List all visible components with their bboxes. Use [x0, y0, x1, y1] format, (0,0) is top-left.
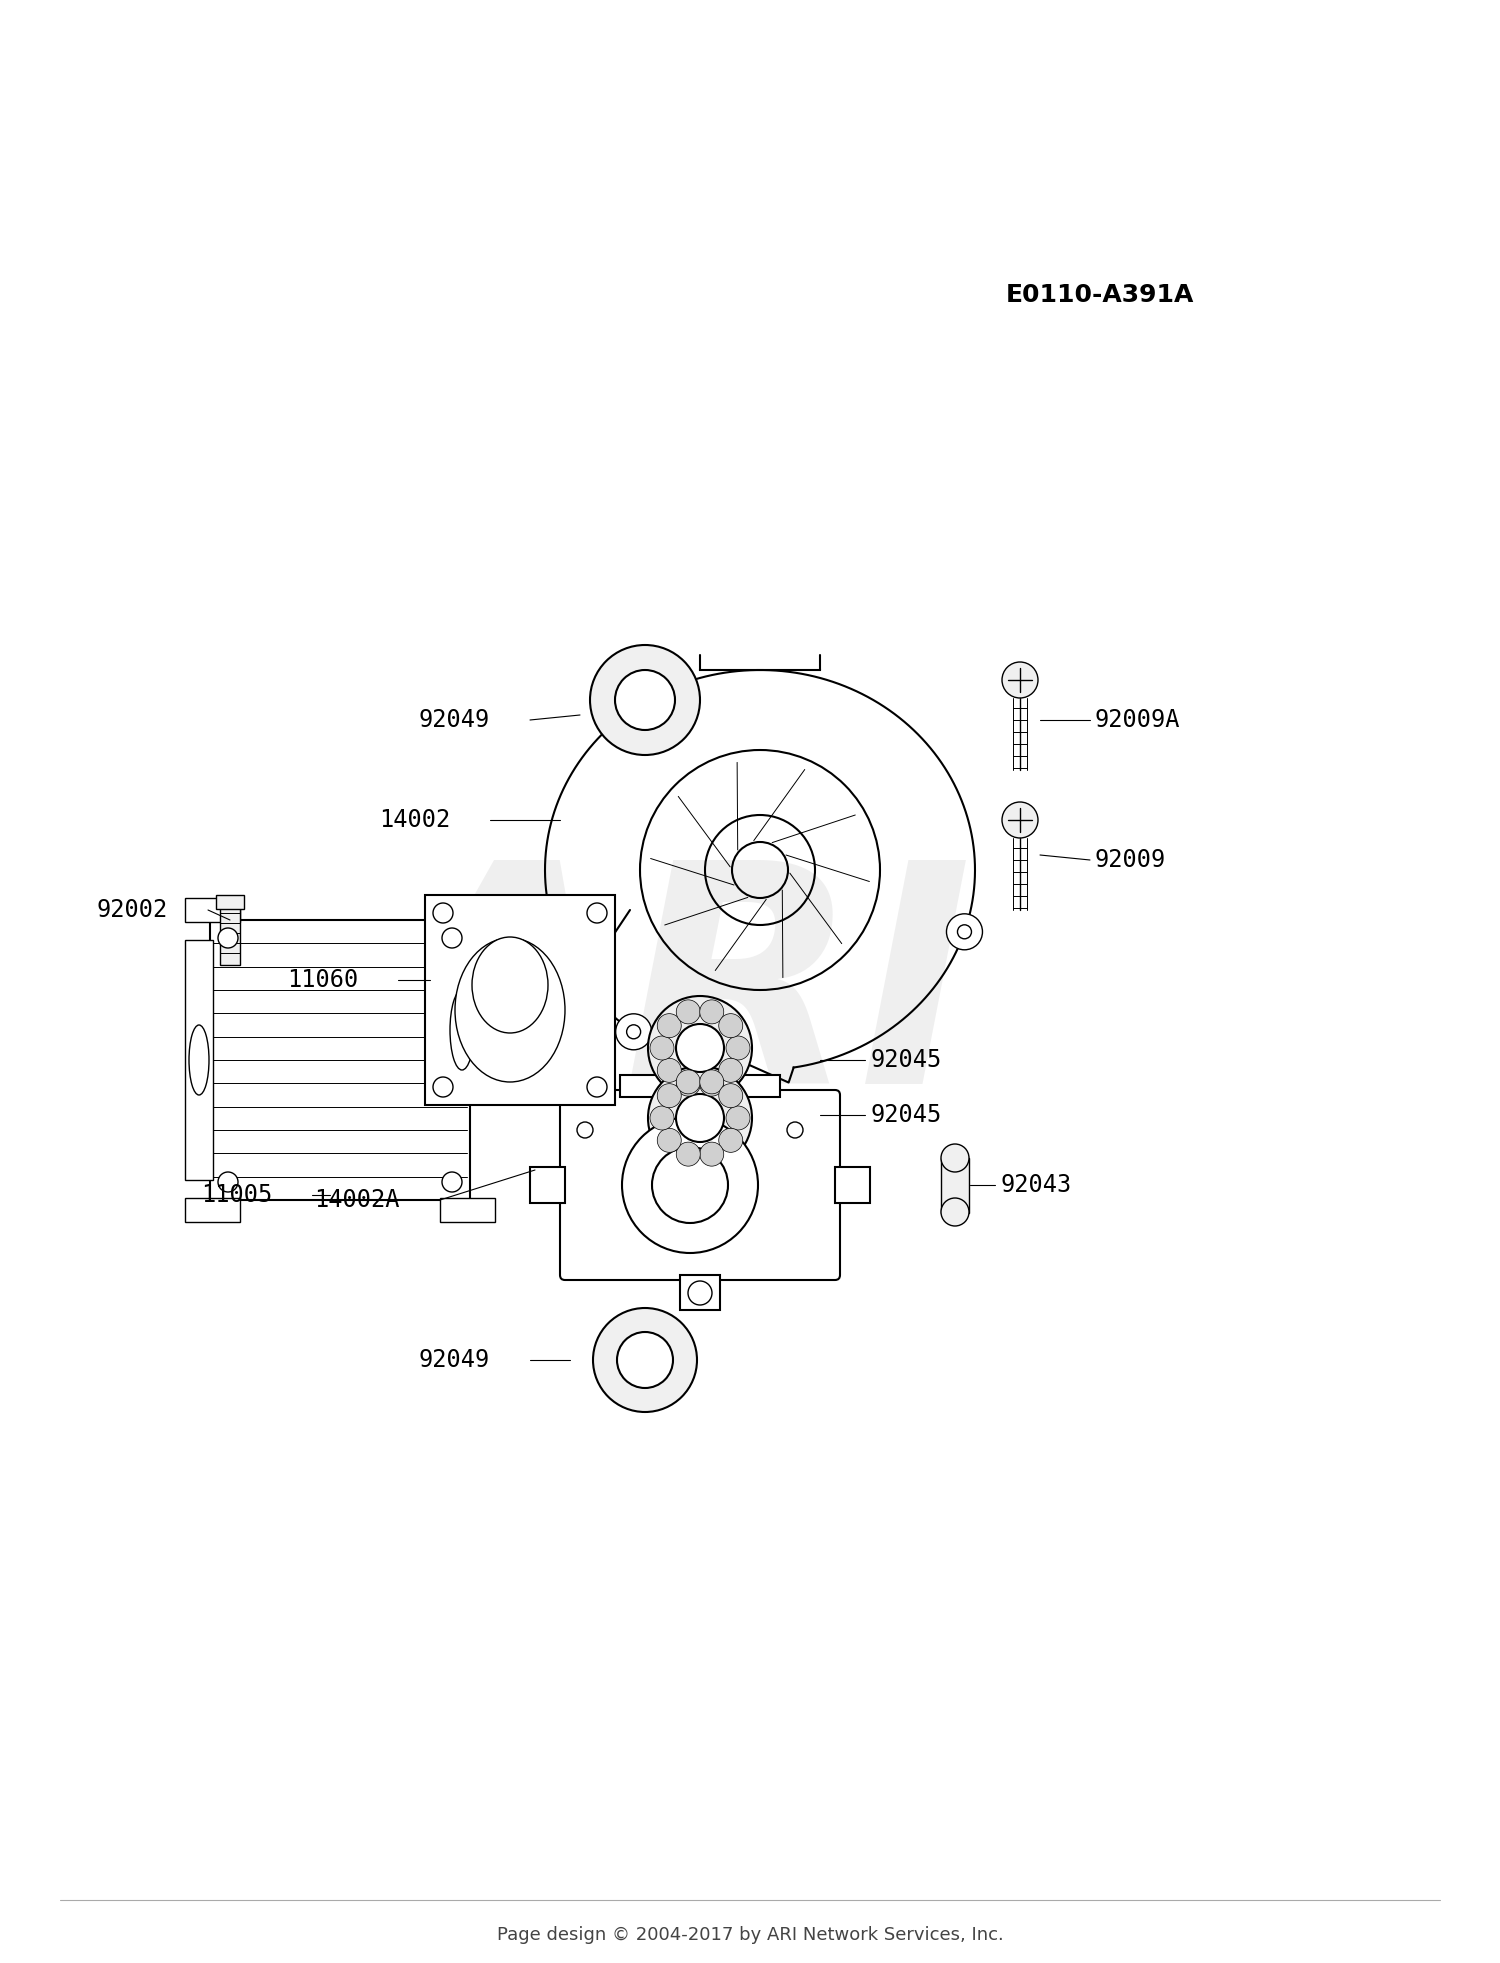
Text: 92049: 92049	[419, 1349, 491, 1372]
Circle shape	[442, 1172, 462, 1192]
Text: 11060: 11060	[286, 968, 358, 991]
Ellipse shape	[450, 989, 474, 1070]
Text: ARI: ARI	[387, 852, 972, 1148]
Circle shape	[657, 1129, 681, 1152]
Bar	[620, 1076, 780, 1097]
Circle shape	[718, 1013, 742, 1038]
Ellipse shape	[454, 938, 566, 1082]
Circle shape	[433, 1078, 453, 1097]
Bar	[424, 895, 615, 1105]
Circle shape	[592, 1307, 698, 1411]
Circle shape	[940, 1144, 969, 1172]
Bar	[440, 897, 495, 923]
Bar	[530, 1166, 566, 1203]
Circle shape	[676, 1093, 724, 1142]
Circle shape	[676, 1070, 700, 1093]
Text: 92049: 92049	[419, 709, 491, 732]
Circle shape	[217, 1172, 238, 1192]
Text: 92002: 92002	[96, 897, 168, 923]
Circle shape	[433, 903, 453, 923]
Circle shape	[726, 1105, 750, 1131]
Circle shape	[217, 928, 238, 948]
Circle shape	[590, 646, 700, 756]
Circle shape	[657, 1058, 681, 1082]
Circle shape	[615, 691, 651, 726]
Circle shape	[650, 1105, 674, 1131]
Circle shape	[616, 1333, 674, 1388]
Circle shape	[650, 1036, 674, 1060]
Circle shape	[586, 903, 608, 923]
Text: 14002A: 14002A	[315, 1188, 400, 1211]
Bar	[940, 1158, 969, 1213]
Bar	[210, 921, 470, 1199]
Circle shape	[622, 1117, 758, 1252]
Circle shape	[657, 1084, 681, 1107]
Circle shape	[1002, 803, 1038, 838]
Bar	[440, 1197, 495, 1223]
Circle shape	[699, 999, 723, 1025]
Circle shape	[940, 1197, 969, 1227]
Text: 92009: 92009	[1095, 848, 1167, 872]
Bar	[184, 897, 240, 923]
Circle shape	[688, 1282, 712, 1305]
Text: 92009A: 92009A	[1095, 709, 1180, 732]
Bar	[184, 1197, 240, 1223]
Circle shape	[718, 1084, 742, 1107]
Text: 92043: 92043	[1000, 1174, 1071, 1197]
Circle shape	[718, 1129, 742, 1152]
Circle shape	[648, 1066, 752, 1170]
Text: 14002: 14002	[378, 809, 450, 832]
Bar	[216, 895, 244, 909]
Circle shape	[699, 1072, 723, 1095]
Circle shape	[442, 928, 462, 948]
Circle shape	[699, 1142, 723, 1166]
Text: 11005: 11005	[201, 1184, 272, 1207]
Circle shape	[726, 1036, 750, 1060]
Bar	[680, 1276, 720, 1309]
Bar	[836, 1166, 870, 1203]
Circle shape	[615, 1013, 651, 1050]
Circle shape	[676, 1025, 724, 1072]
Circle shape	[676, 1072, 700, 1095]
Text: E0110-A391A: E0110-A391A	[1007, 283, 1194, 306]
Circle shape	[657, 1013, 681, 1038]
Ellipse shape	[472, 936, 548, 1033]
Circle shape	[586, 1078, 608, 1097]
FancyBboxPatch shape	[560, 1089, 840, 1280]
Circle shape	[1002, 662, 1038, 699]
Circle shape	[718, 1058, 742, 1082]
Ellipse shape	[189, 1025, 209, 1095]
Text: Page design © 2004-2017 by ARI Network Services, Inc.: Page design © 2004-2017 by ARI Network S…	[496, 1926, 1004, 1943]
Circle shape	[946, 915, 982, 950]
Circle shape	[676, 1142, 700, 1166]
Circle shape	[699, 1070, 723, 1093]
Circle shape	[676, 999, 700, 1025]
Bar	[184, 940, 213, 1180]
Bar	[220, 905, 240, 966]
Circle shape	[615, 669, 675, 730]
Circle shape	[648, 995, 752, 1099]
Text: 92045: 92045	[870, 1048, 942, 1072]
Circle shape	[652, 1146, 728, 1223]
Text: 92045: 92045	[870, 1103, 942, 1127]
